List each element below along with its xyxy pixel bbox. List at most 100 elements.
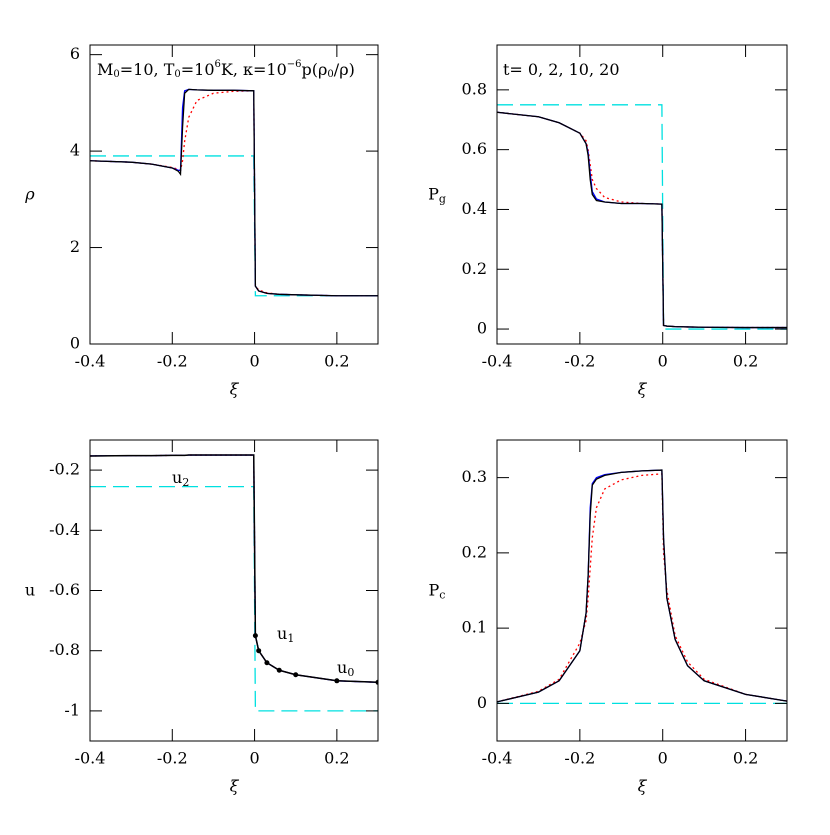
plot-frame xyxy=(89,44,379,345)
y-tick-label: 0.3 xyxy=(462,467,487,486)
annotation-part: K, κ=10 xyxy=(221,60,287,79)
annotation: M0=10, T0=106K, κ=10−6p(ρ0/ρ) xyxy=(97,59,355,80)
x-tick-label: -0.4 xyxy=(482,352,513,371)
curve-label-text: u xyxy=(277,624,287,643)
x-tick-label: -0.2 xyxy=(564,352,595,371)
x-axis-label: ξ xyxy=(638,777,648,796)
x-tick-label: 0 xyxy=(658,749,668,768)
y-label-text: u xyxy=(25,580,35,599)
plot-frame xyxy=(496,44,788,345)
y-label-text: P xyxy=(429,580,440,599)
y-label-sub: c xyxy=(439,589,445,602)
y-tick-label: 0.2 xyxy=(462,542,487,561)
series-line xyxy=(497,104,787,330)
x-tick-label: 0.2 xyxy=(324,749,349,768)
data-point xyxy=(252,633,258,639)
x-tick-label: -0.2 xyxy=(564,749,595,768)
data-point xyxy=(375,679,378,685)
y-tick-label: 2 xyxy=(70,237,80,256)
y-tick-label: 6 xyxy=(70,44,80,63)
y-tick-label: 4 xyxy=(70,141,80,160)
annotation-part: 0 xyxy=(113,69,119,80)
x-tick-label: -0.2 xyxy=(157,749,188,768)
curve-label-text: u xyxy=(172,468,182,487)
panel: -0.4 -0.2 0 0.2 0 0.2 0.4 0.6 0.8 ξ Pg t= 0, 2, 10,… xyxy=(428,44,788,399)
data-point xyxy=(264,660,270,666)
series-line xyxy=(90,454,378,683)
curve-label-sub: 0 xyxy=(347,666,354,679)
curve-label-sub: 1 xyxy=(287,632,294,645)
y-axis-label: Pg xyxy=(428,184,446,206)
x-tick-label: 0.2 xyxy=(733,749,758,768)
y-tick-label: 0.2 xyxy=(462,259,487,278)
y-tick-label: 0.4 xyxy=(462,199,487,218)
x-axis-label: ξ xyxy=(638,380,648,399)
series-line xyxy=(497,469,787,703)
x-axis-label: ξ xyxy=(230,777,240,796)
series-line xyxy=(497,469,787,703)
y-label-text: P xyxy=(428,184,439,203)
annotation-part: =10 xyxy=(181,60,215,79)
data-point xyxy=(276,667,282,673)
annotation-part: 0 xyxy=(174,69,180,80)
x-tick-label: 0.2 xyxy=(324,352,349,371)
series-line xyxy=(90,454,378,684)
annotation-part: −6 xyxy=(287,59,302,70)
curve-label-text: u xyxy=(337,658,347,677)
series-line xyxy=(90,88,378,297)
plot-area xyxy=(90,88,378,297)
plot-area xyxy=(497,104,787,330)
data-point xyxy=(256,648,262,654)
x-tick-label: 0.2 xyxy=(733,352,758,371)
panel: -0.4 -0.2 0 0.2 0 0.1 0.2 0.3 ξ Pc xyxy=(429,439,788,796)
plot-frame xyxy=(496,439,788,742)
annotation-part: 0 xyxy=(327,69,333,80)
series-line xyxy=(497,111,787,329)
x-tick-label: -0.4 xyxy=(75,352,106,371)
annotation-part: M xyxy=(97,60,113,79)
y-label-sub: g xyxy=(439,193,446,206)
annotation-part: =10, T xyxy=(120,60,175,79)
series-line xyxy=(497,473,787,703)
annotation: t= 0, 2, 10, 20 xyxy=(503,60,620,79)
series-line xyxy=(90,88,378,297)
y-axis-label: ρ xyxy=(24,184,35,203)
plot-frame xyxy=(89,439,379,742)
series-line xyxy=(90,454,378,683)
y-tick-label: 0 xyxy=(477,319,487,338)
annotation-part: 6 xyxy=(215,59,221,70)
curve-label: u0 xyxy=(337,658,354,680)
y-tick-label: 0.1 xyxy=(462,618,487,637)
series-line xyxy=(497,111,787,329)
x-axis-label: ξ xyxy=(230,380,240,399)
x-tick-label: 0 xyxy=(249,749,259,768)
series-line xyxy=(90,90,378,297)
x-tick-label: -0.4 xyxy=(482,749,513,768)
x-tick-label: 0 xyxy=(249,352,259,371)
y-tick-label: -1 xyxy=(64,700,80,719)
curve-label: u2 xyxy=(172,468,189,490)
y-tick-label: -0.2 xyxy=(49,460,80,479)
x-tick-label: 0 xyxy=(658,352,668,371)
y-axis-label: Pc xyxy=(429,580,446,602)
y-tick-label: -0.8 xyxy=(49,640,80,659)
annotation-part: t= 0, 2, 10, 20 xyxy=(503,60,620,79)
series-line xyxy=(497,111,787,329)
curve-label: u1 xyxy=(277,624,294,646)
series-line xyxy=(90,155,378,297)
annotation-part: p(ρ xyxy=(302,60,328,79)
data-point xyxy=(334,678,340,684)
annotation-part: /ρ) xyxy=(334,60,355,79)
y-axis-label: u xyxy=(25,580,35,599)
data-point xyxy=(293,672,299,678)
curve-label-sub: 2 xyxy=(182,476,189,489)
y-tick-label: 0.8 xyxy=(462,79,487,98)
series-line xyxy=(90,486,378,712)
y-tick-label: 0 xyxy=(70,334,80,353)
x-tick-label: -0.4 xyxy=(75,749,106,768)
y-tick-label: 0 xyxy=(477,693,487,712)
y-tick-label: -0.6 xyxy=(49,580,80,599)
